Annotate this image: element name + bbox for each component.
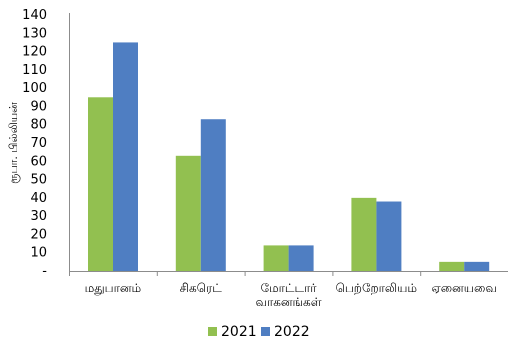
y-tick-label: 70 [30, 136, 47, 151]
category-label: வாகனங்கள் [255, 295, 321, 309]
bar-2021-1 [175, 155, 201, 271]
category-label: சிகரெட் [180, 281, 223, 295]
y-tick-label: 20 [30, 227, 47, 242]
bar-2021-2 [263, 245, 289, 271]
legend-label: 2022 [274, 324, 310, 340]
bar-2022-0 [113, 42, 138, 271]
y-tick-label: 60 [30, 154, 47, 169]
y-tick-label: 140 [22, 8, 47, 23]
legend-swatch-2021 [208, 327, 217, 336]
y-tick-label: 130 [22, 26, 47, 41]
legend: 2021 2022 [208, 324, 310, 340]
bar-2021-0 [88, 97, 113, 272]
y-tick-label: 40 [30, 191, 47, 206]
y-tick-label: 90 [30, 99, 47, 114]
y-axis-label: ரூபா. பில்லியன் [7, 102, 20, 184]
bars [88, 42, 490, 272]
category-label: ஏனையவை [431, 281, 496, 295]
y-tick-label: 110 [22, 63, 47, 78]
bar-2021-4 [439, 261, 465, 271]
bar-2022-3 [376, 201, 402, 271]
x-axis-tick-marks [69, 271, 422, 276]
y-tick-label: 100 [22, 81, 47, 96]
category-label: மதுபானம் [85, 281, 142, 296]
y-tick-label: 80 [30, 118, 47, 133]
category-label: பெற்றோலியம் [336, 281, 418, 295]
bar-2022-2 [288, 245, 314, 271]
y-tick-label: 120 [22, 45, 47, 60]
bar-2022-4 [464, 261, 490, 271]
y-axis-ticks: - 10 20 30 40 50 60 70 80 90 100 110 120 130 140 [22, 8, 47, 279]
legend-label: 2021 [221, 324, 257, 340]
y-tick-label: 30 [30, 209, 47, 224]
bar-2022-1 [200, 119, 226, 271]
y-tick-label: 10 [30, 246, 47, 261]
y-tick-label: - [42, 264, 47, 279]
category-label: மோட்டார் [260, 281, 317, 295]
legend-swatch-2022 [261, 327, 270, 336]
category-labels: மதுபானம் சிகரெட் மோட்டார்வாகனங்கள் பெற்றோலி… [85, 281, 497, 309]
bar-2021-3 [351, 197, 377, 271]
y-tick-label: 50 [30, 173, 47, 188]
